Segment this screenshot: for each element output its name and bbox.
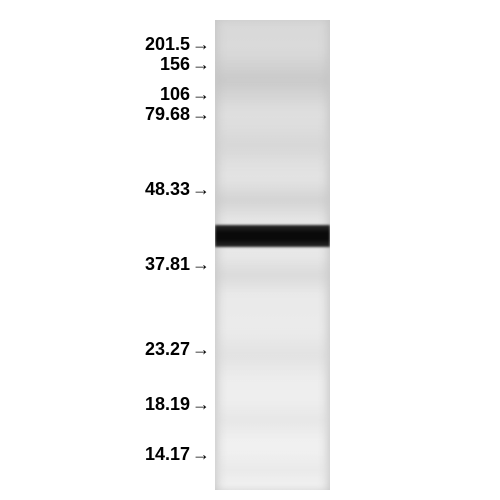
lane-smear — [215, 255, 330, 295]
mw-marker-value: 201.5 — [145, 34, 190, 55]
mw-marker-label: 201.5→ — [145, 34, 210, 55]
mw-marker-value: 79.68 — [145, 104, 190, 125]
lane-smear — [215, 400, 330, 440]
arrow-icon: → — [192, 254, 210, 275]
mw-marker-label: 18.19→ — [145, 394, 210, 415]
lane-smear — [215, 120, 330, 170]
mw-marker-value: 18.19 — [145, 394, 190, 415]
lane-smear — [215, 180, 330, 220]
mw-marker-value: 37.81 — [145, 254, 190, 275]
mw-marker-label: 79.68→ — [145, 104, 210, 125]
arrow-icon: → — [192, 84, 210, 105]
mw-marker-value: 156 — [160, 54, 190, 75]
arrow-icon: → — [192, 104, 210, 125]
mw-marker-label: 37.81→ — [145, 254, 210, 275]
arrow-icon: → — [192, 339, 210, 360]
blot-lane — [215, 20, 330, 490]
arrow-icon: → — [192, 54, 210, 75]
mw-marker-label: 106→ — [160, 84, 210, 105]
mw-marker-label: 48.33→ — [145, 179, 210, 200]
lane-smear — [215, 330, 330, 380]
lane-smear — [215, 450, 330, 490]
mw-marker-value: 48.33 — [145, 179, 190, 200]
protein-band — [215, 225, 330, 247]
arrow-icon: → — [192, 444, 210, 465]
arrow-icon: → — [192, 34, 210, 55]
mw-marker-value: 106 — [160, 84, 190, 105]
mw-marker-label: 156→ — [160, 54, 210, 75]
mw-marker-value: 23.27 — [145, 339, 190, 360]
lane-smear — [215, 50, 330, 110]
mw-marker-label: 23.27→ — [145, 339, 210, 360]
arrow-icon: → — [192, 394, 210, 415]
mw-marker-value: 14.17 — [145, 444, 190, 465]
blot-container: 201.5→156→106→79.68→48.33→37.81→23.27→18… — [0, 0, 500, 500]
mw-marker-label: 14.17→ — [145, 444, 210, 465]
arrow-icon: → — [192, 179, 210, 200]
